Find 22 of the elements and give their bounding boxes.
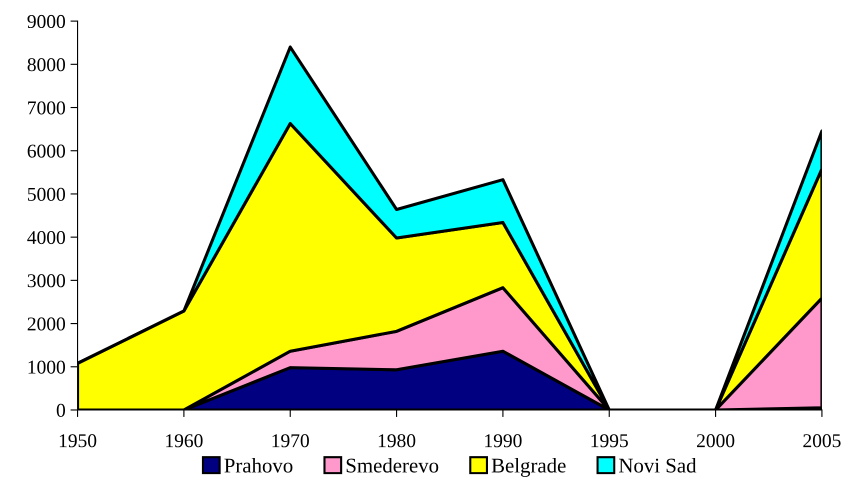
x-tick-label: 1960: [166, 434, 203, 448]
y-tick-label: 9000: [27, 14, 66, 28]
y-tick-label: 6000: [28, 144, 66, 158]
x-tick-label: 2000: [696, 434, 734, 448]
legend-label: Belgrade: [492, 458, 566, 477]
x-tick-label: 1995: [592, 434, 628, 448]
x-tick-label: 1970: [272, 434, 309, 448]
y-tick-label: 5000: [28, 188, 66, 201]
x-tick-label: 1990: [485, 434, 522, 448]
legend-label: Novi Sad: [618, 458, 696, 473]
y-tick-label: 0: [56, 404, 66, 417]
x-tick-label: 2005: [803, 434, 841, 448]
y-tick-label: 7000: [28, 101, 66, 114]
x-tick-label: 1950: [60, 434, 96, 448]
y-tick-label: 4000: [27, 230, 66, 244]
x-tick-label: 1980: [378, 434, 416, 448]
y-tick-label: 8000: [28, 58, 66, 72]
y-tick-label: 1000: [28, 360, 66, 374]
y-tick-label: 2000: [28, 317, 66, 331]
legend-label: Prahovo: [224, 458, 292, 473]
y-tick-label: 3000: [28, 274, 66, 288]
legend-label: Smederevo: [346, 458, 438, 473]
